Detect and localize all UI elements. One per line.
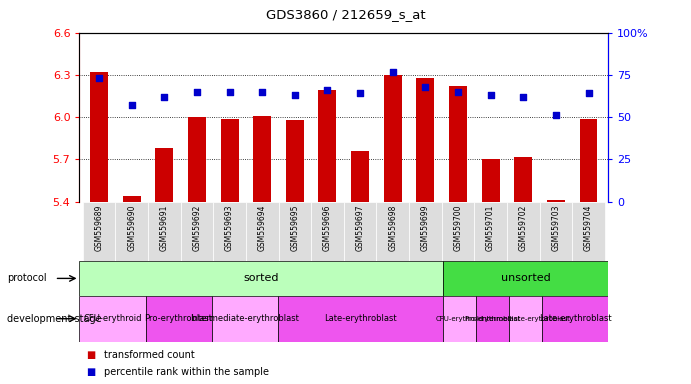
- Text: Late-erythroblast: Late-erythroblast: [324, 314, 397, 323]
- Bar: [351, 151, 369, 202]
- Bar: [474, 202, 507, 261]
- Point: [290, 92, 301, 98]
- Bar: [253, 116, 271, 202]
- Bar: [443, 261, 608, 296]
- Bar: [443, 296, 476, 342]
- Bar: [83, 202, 115, 261]
- Bar: [482, 159, 500, 202]
- Text: development stage: development stage: [7, 314, 102, 324]
- Point: [550, 113, 561, 119]
- Point: [322, 87, 333, 93]
- Bar: [79, 261, 443, 296]
- Point: [126, 102, 138, 108]
- Bar: [90, 72, 108, 202]
- Bar: [123, 196, 141, 202]
- Bar: [514, 157, 532, 202]
- Point: [354, 90, 366, 96]
- Text: CFU-erythroid: CFU-erythroid: [435, 316, 484, 322]
- Text: unsorted: unsorted: [500, 273, 550, 283]
- Point: [485, 92, 496, 98]
- Point: [387, 68, 398, 74]
- Bar: [148, 202, 180, 261]
- Bar: [377, 202, 409, 261]
- Text: GSM559694: GSM559694: [258, 205, 267, 251]
- Point: [583, 90, 594, 96]
- Text: CFU-erythroid: CFU-erythroid: [83, 314, 142, 323]
- Point: [453, 89, 464, 95]
- Point: [93, 75, 104, 81]
- Point: [159, 94, 170, 100]
- Text: GSM559701: GSM559701: [486, 205, 495, 251]
- Point: [191, 89, 202, 95]
- Bar: [417, 78, 435, 202]
- Bar: [409, 202, 442, 261]
- Bar: [278, 296, 443, 342]
- Bar: [319, 90, 337, 202]
- Bar: [180, 202, 214, 261]
- Bar: [509, 296, 542, 342]
- Text: percentile rank within the sample: percentile rank within the sample: [104, 367, 269, 377]
- Bar: [540, 202, 572, 261]
- Text: GSM559691: GSM559691: [160, 205, 169, 251]
- Bar: [79, 296, 146, 342]
- Bar: [580, 119, 598, 202]
- Text: GSM559697: GSM559697: [356, 205, 365, 251]
- Bar: [442, 202, 474, 261]
- Text: GSM559693: GSM559693: [225, 205, 234, 251]
- Text: Pro-erythroblast: Pro-erythroblast: [144, 314, 213, 323]
- Text: GSM559703: GSM559703: [551, 205, 560, 251]
- Text: GSM559698: GSM559698: [388, 205, 397, 251]
- Bar: [449, 86, 467, 202]
- Point: [256, 89, 267, 95]
- Bar: [246, 202, 278, 261]
- Text: ■: ■: [86, 367, 95, 377]
- Text: GSM559704: GSM559704: [584, 205, 593, 251]
- Text: GSM559690: GSM559690: [127, 205, 136, 251]
- Text: GDS3860 / 212659_s_at: GDS3860 / 212659_s_at: [265, 8, 426, 21]
- Bar: [542, 296, 608, 342]
- Text: Late-erythroblast: Late-erythroblast: [539, 314, 612, 323]
- Bar: [344, 202, 377, 261]
- Text: GSM559696: GSM559696: [323, 205, 332, 251]
- Text: GSM559689: GSM559689: [95, 205, 104, 251]
- Text: protocol: protocol: [7, 273, 46, 283]
- Text: Intermediate-erythroblast: Intermediate-erythroblast: [190, 314, 299, 323]
- Point: [420, 84, 431, 90]
- Text: transformed count: transformed count: [104, 350, 194, 360]
- Text: GSM559699: GSM559699: [421, 205, 430, 251]
- Bar: [220, 119, 238, 202]
- Bar: [188, 117, 206, 202]
- Bar: [507, 202, 540, 261]
- Point: [518, 94, 529, 100]
- Text: sorted: sorted: [243, 273, 279, 283]
- Text: ■: ■: [86, 350, 95, 360]
- Bar: [214, 202, 246, 261]
- Text: GSM559700: GSM559700: [453, 205, 462, 251]
- Bar: [155, 148, 173, 202]
- Bar: [211, 296, 278, 342]
- Bar: [146, 296, 211, 342]
- Bar: [278, 202, 311, 261]
- Point: [224, 89, 235, 95]
- Bar: [547, 200, 565, 202]
- Bar: [384, 75, 401, 202]
- Bar: [286, 120, 304, 202]
- Bar: [311, 202, 344, 261]
- Text: GSM559692: GSM559692: [192, 205, 202, 251]
- Bar: [572, 202, 605, 261]
- Text: Intermediate-erythroblast: Intermediate-erythroblast: [480, 316, 571, 322]
- Bar: [115, 202, 148, 261]
- Text: Pro-erythroblast: Pro-erythroblast: [464, 316, 520, 322]
- Text: GSM559695: GSM559695: [290, 205, 299, 251]
- Text: GSM559702: GSM559702: [519, 205, 528, 251]
- Bar: [476, 296, 509, 342]
